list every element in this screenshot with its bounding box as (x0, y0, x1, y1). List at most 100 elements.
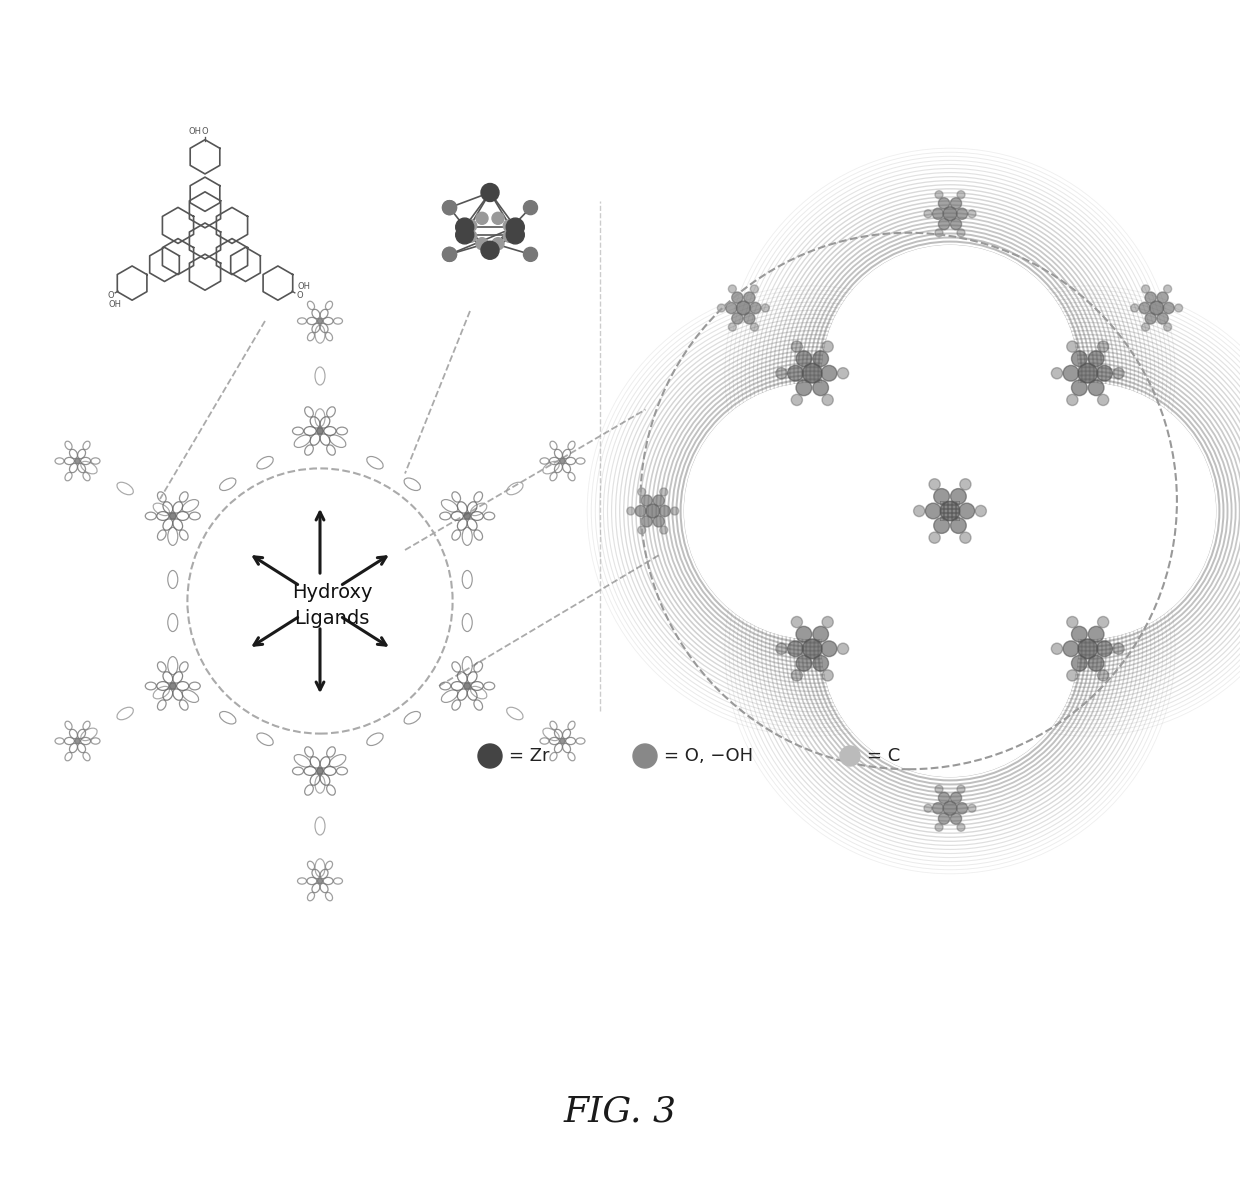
Circle shape (934, 518, 950, 534)
Circle shape (939, 813, 950, 824)
Circle shape (170, 512, 176, 519)
Circle shape (503, 219, 516, 232)
Circle shape (523, 248, 537, 261)
Circle shape (443, 248, 456, 261)
Circle shape (1140, 303, 1151, 313)
Circle shape (1145, 292, 1156, 304)
Circle shape (929, 532, 940, 543)
Circle shape (1163, 303, 1174, 313)
Circle shape (935, 229, 942, 237)
Circle shape (956, 208, 967, 219)
Circle shape (761, 304, 769, 312)
Circle shape (925, 503, 941, 519)
Text: O: O (296, 291, 303, 300)
Circle shape (934, 488, 950, 504)
Circle shape (506, 226, 525, 244)
Circle shape (660, 488, 668, 495)
Circle shape (942, 802, 957, 816)
Circle shape (317, 318, 322, 324)
Circle shape (456, 218, 474, 236)
Circle shape (1052, 643, 1063, 654)
Circle shape (1097, 669, 1109, 681)
Circle shape (476, 238, 489, 250)
Circle shape (1071, 626, 1087, 642)
Text: OH: OH (298, 282, 311, 292)
Circle shape (932, 208, 944, 219)
Circle shape (635, 505, 646, 517)
Circle shape (776, 643, 787, 654)
Circle shape (950, 198, 961, 208)
Circle shape (443, 200, 456, 214)
Circle shape (929, 479, 940, 490)
Circle shape (960, 479, 971, 490)
Circle shape (822, 617, 833, 628)
Circle shape (951, 488, 966, 504)
Circle shape (812, 380, 828, 395)
Circle shape (1142, 323, 1149, 331)
Circle shape (492, 212, 503, 224)
Circle shape (317, 878, 322, 884)
Circle shape (776, 368, 787, 379)
Circle shape (465, 219, 476, 232)
Circle shape (465, 230, 476, 242)
Circle shape (957, 229, 965, 237)
Circle shape (443, 200, 456, 214)
Circle shape (968, 210, 976, 218)
Circle shape (796, 655, 812, 672)
Circle shape (646, 504, 660, 518)
Circle shape (837, 368, 848, 379)
Circle shape (939, 198, 950, 208)
Circle shape (802, 638, 822, 659)
Circle shape (732, 292, 743, 304)
Circle shape (660, 505, 671, 517)
Circle shape (684, 384, 940, 638)
Circle shape (492, 238, 503, 250)
Text: O: O (202, 127, 208, 137)
Circle shape (316, 428, 324, 435)
Circle shape (737, 301, 750, 314)
Circle shape (957, 785, 965, 793)
Circle shape (503, 230, 516, 242)
Circle shape (1142, 285, 1149, 293)
Circle shape (1089, 351, 1104, 367)
Circle shape (559, 459, 565, 463)
Circle shape (1078, 638, 1097, 659)
Text: Hydroxy: Hydroxy (291, 584, 372, 603)
Circle shape (812, 626, 828, 642)
Circle shape (935, 785, 942, 793)
Circle shape (1096, 366, 1112, 381)
Circle shape (1063, 641, 1079, 656)
Circle shape (1052, 368, 1063, 379)
Circle shape (1063, 366, 1079, 381)
Circle shape (170, 682, 176, 690)
Circle shape (1066, 341, 1078, 353)
Text: Ligands: Ligands (294, 610, 370, 629)
Circle shape (1114, 643, 1125, 654)
Circle shape (837, 643, 848, 654)
Circle shape (1066, 394, 1078, 405)
Circle shape (559, 738, 565, 743)
Circle shape (1097, 617, 1109, 628)
Circle shape (671, 507, 678, 515)
Circle shape (787, 641, 804, 656)
Circle shape (968, 804, 976, 812)
Circle shape (464, 682, 470, 690)
Circle shape (637, 526, 646, 534)
Circle shape (1174, 304, 1183, 312)
Circle shape (728, 285, 737, 293)
Circle shape (821, 366, 837, 381)
Circle shape (935, 823, 942, 831)
Circle shape (732, 313, 743, 324)
Circle shape (718, 304, 725, 312)
Circle shape (660, 526, 668, 534)
Circle shape (1097, 341, 1109, 353)
Circle shape (935, 191, 942, 199)
Circle shape (481, 242, 498, 260)
Circle shape (632, 744, 657, 768)
Circle shape (477, 744, 502, 768)
Circle shape (951, 518, 966, 534)
Circle shape (1163, 285, 1172, 293)
Circle shape (939, 218, 950, 230)
Circle shape (728, 323, 737, 331)
Circle shape (924, 804, 932, 812)
